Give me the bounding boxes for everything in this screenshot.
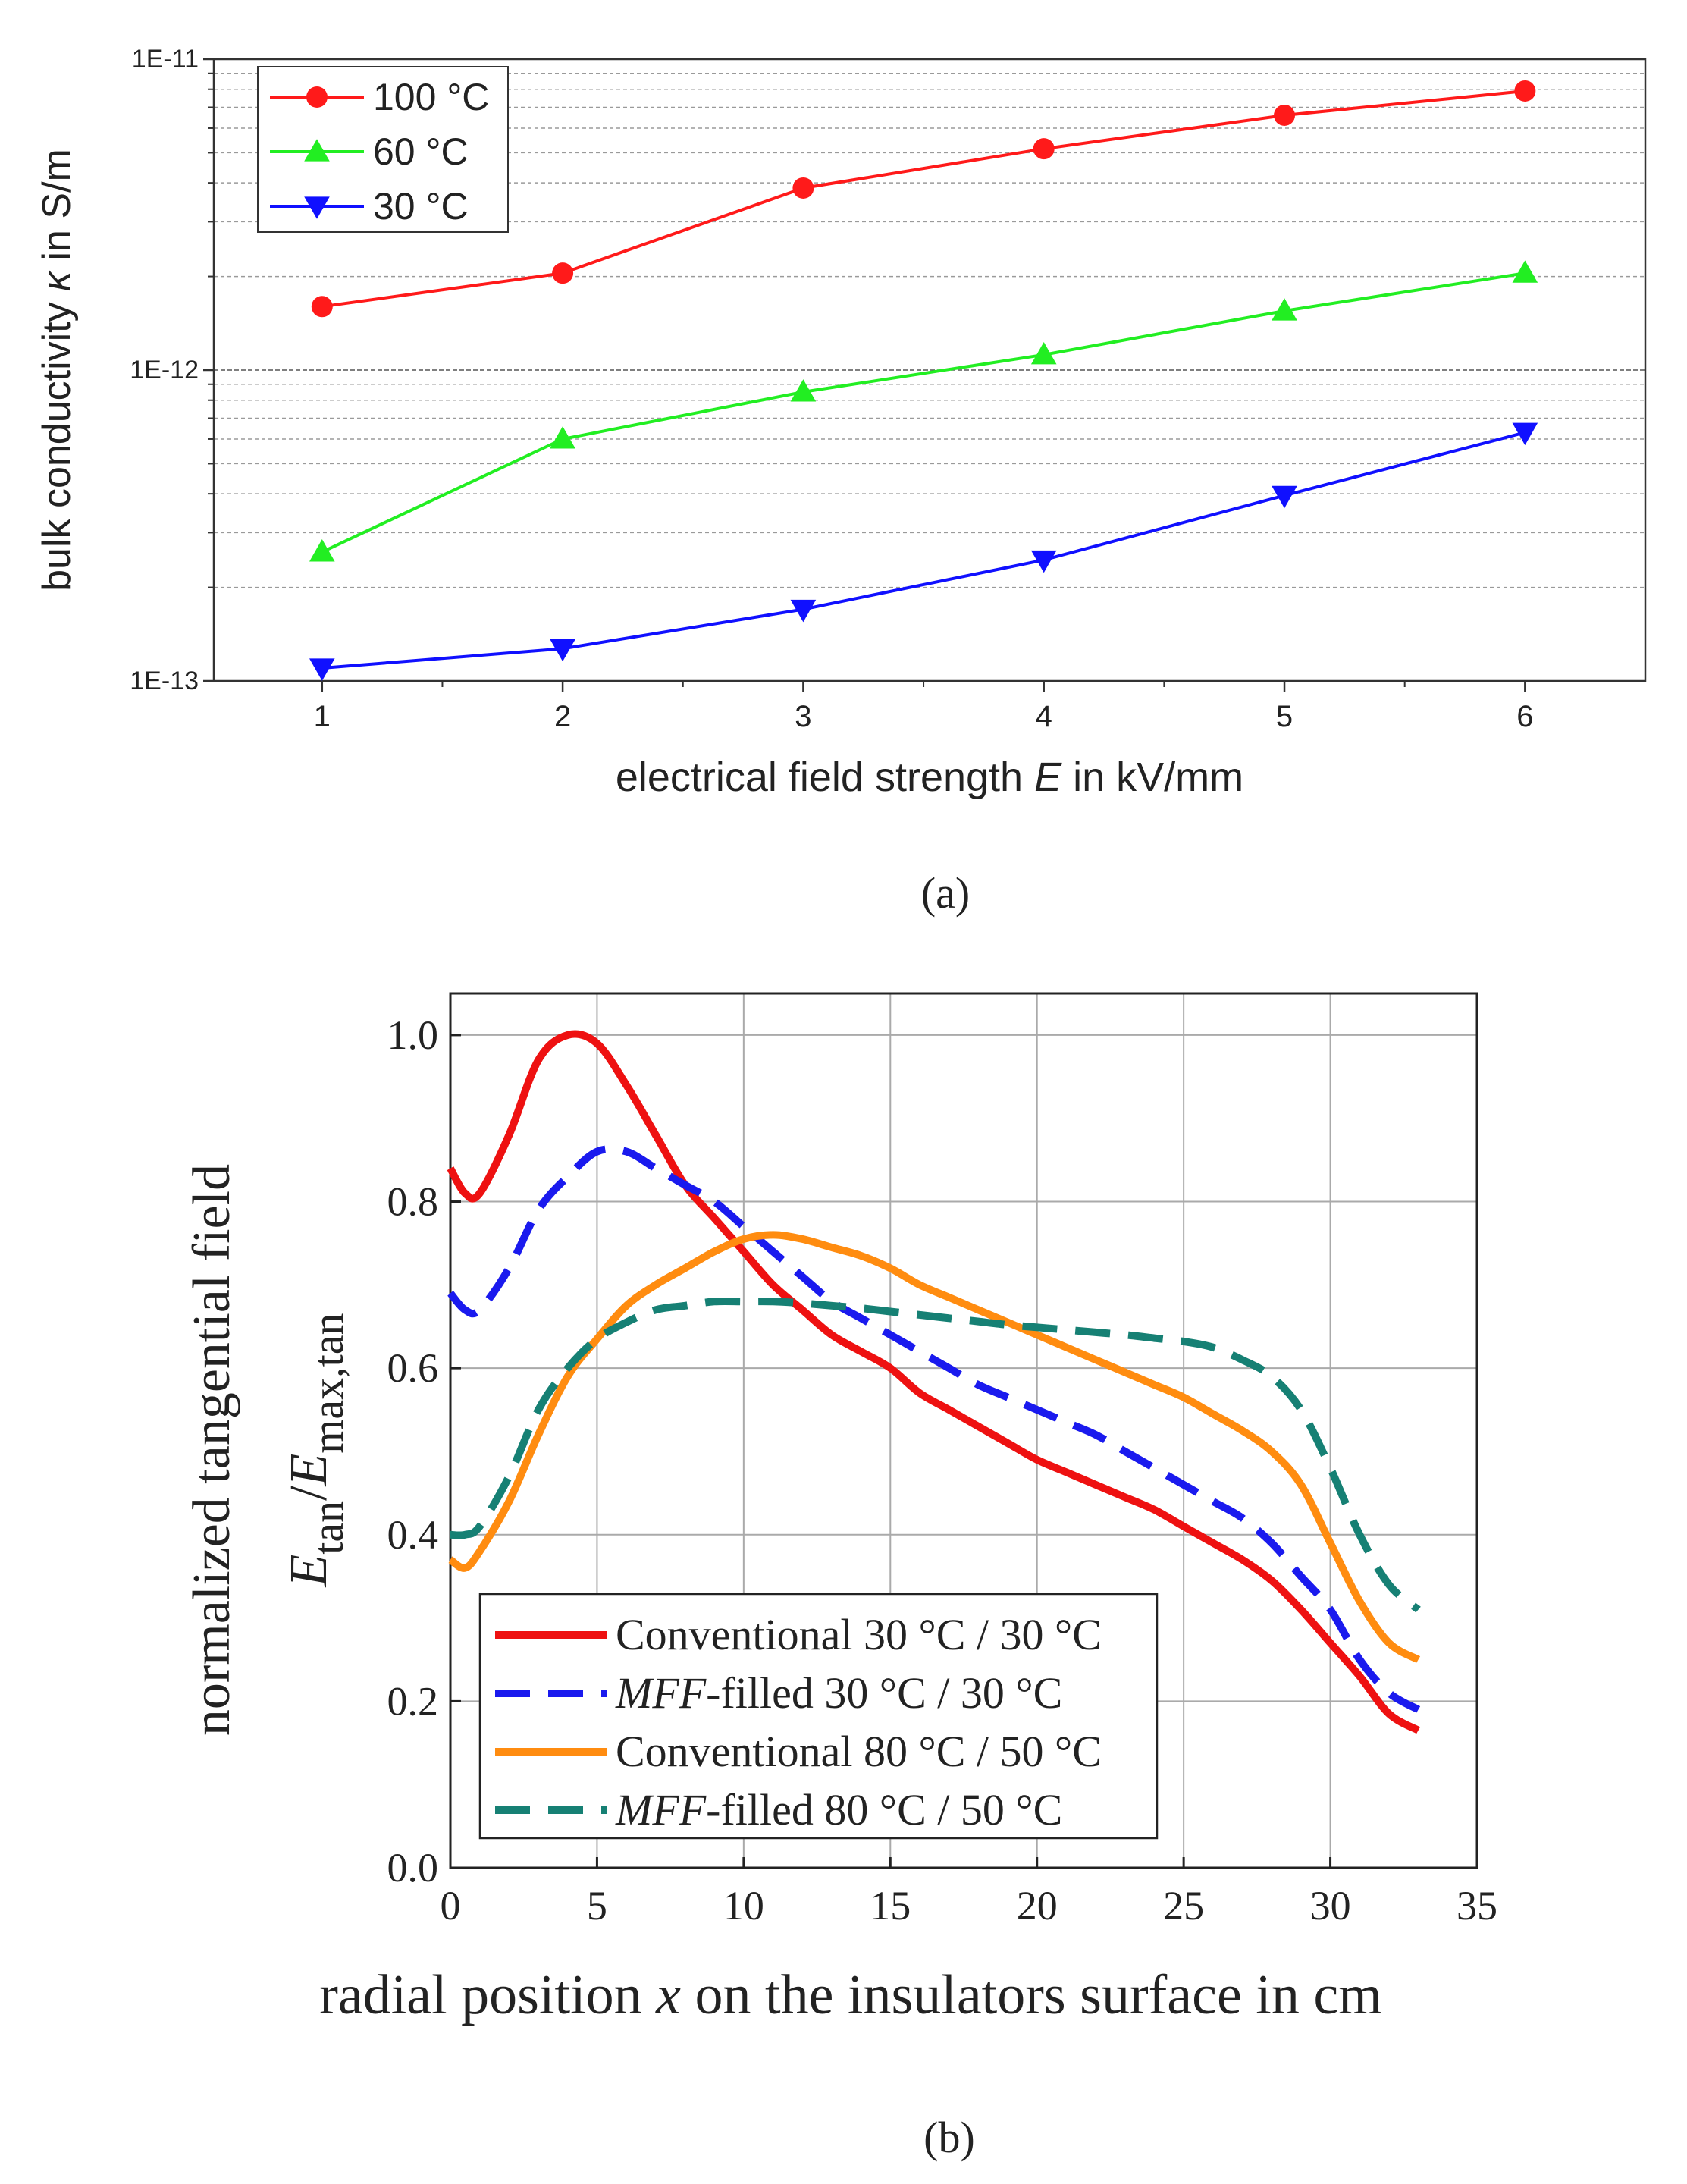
- y-tick-label: 1.0: [387, 1012, 439, 1058]
- y-tick-label: 0.6: [387, 1345, 439, 1391]
- x-tick-label: 2: [554, 700, 571, 733]
- legend-label-text: -filled 80 °C / 50 °C: [706, 1785, 1062, 1834]
- legend-marker: [306, 86, 328, 108]
- legend-label-italic: MFF: [615, 1785, 707, 1834]
- data-point: [1272, 298, 1297, 321]
- x-tick-label: 1: [314, 700, 331, 733]
- legend-label: Conventional 80 °C / 50 °C: [616, 1727, 1102, 1776]
- legend-label: 60 °C: [373, 130, 469, 173]
- series-a-2: [309, 422, 1538, 681]
- series-b-1: [447, 1145, 1421, 1713]
- y-tick-label: 1E-11: [132, 45, 199, 74]
- data-point: [1030, 550, 1057, 573]
- legend-marker: [304, 196, 330, 219]
- legend-label-text: Conventional 30 °C / 30 °C: [616, 1610, 1102, 1659]
- x-tick-label: 6: [1516, 700, 1533, 733]
- data-point: [309, 658, 335, 681]
- x-axis-label-unit: in kV/mm: [1061, 755, 1243, 800]
- y-tick-label: 0.2: [387, 1678, 439, 1724]
- data-point: [552, 262, 574, 284]
- data-point: [1512, 422, 1538, 446]
- y-axis-label-var: E: [280, 1555, 338, 1588]
- panel-label-b: (b): [923, 2113, 975, 2162]
- y-axis-label-var: E: [280, 1454, 338, 1487]
- series-line: [321, 431, 1526, 670]
- legend-label-text: Conventional 80 °C / 50 °C: [616, 1727, 1102, 1776]
- legend-marker: [304, 139, 330, 162]
- series-line: [321, 89, 1526, 309]
- x-axis-label: radial position x on the insulators surf…: [319, 1964, 1382, 2026]
- x-tick-label: 3: [795, 700, 811, 733]
- legend-label: 30 °C: [373, 185, 469, 228]
- legend-box: [257, 66, 509, 233]
- legend-label-text: -filled 30 °C / 30 °C: [706, 1668, 1062, 1718]
- y-tick-label: 0.4: [387, 1512, 439, 1558]
- series-line: [321, 271, 1526, 554]
- x-axis-label-text: radial position: [319, 1964, 656, 2026]
- series-a-1: [309, 260, 1538, 562]
- y-axis-label: bulk conductivity κ in S/m: [35, 149, 79, 592]
- panel-label-a: (a): [921, 868, 970, 918]
- x-axis-label-var: x: [655, 1964, 681, 2026]
- y-tick-label: 0.0: [387, 1845, 439, 1891]
- y-axis-label-unit: in S/m: [35, 149, 79, 271]
- y-axis-label-sub: max,tan: [303, 1313, 353, 1453]
- x-axis-label-unit: on the insulators surface in cm: [681, 1964, 1382, 2026]
- y-axis-label-line1: normalized tangential field: [183, 1164, 241, 1736]
- series-b-3: [450, 1297, 1421, 1613]
- data-point: [790, 599, 817, 623]
- legend-label: MFF-filled 80 °C / 50 °C: [615, 1785, 1062, 1834]
- x-axis-label-text: electrical field strength: [616, 755, 1034, 800]
- legend-label: 100 °C: [373, 76, 489, 118]
- y-tick-label: 1E-12: [130, 356, 199, 384]
- series-b-0: [447, 1030, 1421, 1734]
- data-point: [309, 539, 335, 562]
- legend-a: 100 °C 60 °C 30 °C: [257, 66, 509, 233]
- data-point: [1030, 342, 1057, 365]
- data-point: [1274, 104, 1296, 126]
- x-tick-label: 5: [1276, 700, 1293, 733]
- x-tick-label: 25: [1163, 1883, 1204, 1928]
- x-axis-label: electrical field strength E in kV/mm: [616, 755, 1243, 800]
- legend-label: MFF-filled 30 °C / 30 °C: [615, 1668, 1062, 1718]
- y-axis-label-text: bulk conductivity: [35, 291, 79, 592]
- x-tick-label: 4: [1036, 700, 1052, 733]
- y-axis-label-line2: Etan/Emax,tan: [280, 1313, 353, 1587]
- x-tick-label: 15: [870, 1883, 911, 1928]
- data-point: [311, 296, 333, 318]
- chart-b: 0 5 10 15 20 25 30 35 0.0 0.2 0.4 0.6 0.8 1.0 radial p…: [183, 992, 1497, 2026]
- series-a-0: [311, 80, 1536, 318]
- plot-frame-b: [449, 992, 1478, 1869]
- chart-a: 1E-13 1E-12 1E-11 1 2 3 4 5 6 electrical field st…: [35, 45, 1647, 800]
- legend-label: Conventional 30 °C / 30 °C: [616, 1610, 1102, 1659]
- data-point: [1033, 138, 1055, 160]
- data-point: [790, 379, 817, 402]
- data-point: [550, 639, 575, 662]
- data-point: [550, 426, 575, 449]
- x-tick-label: 10: [723, 1883, 764, 1928]
- data-point: [1514, 80, 1536, 102]
- y-tick-label: 1E-13: [130, 667, 199, 695]
- x-tick-label: 35: [1457, 1883, 1497, 1928]
- x-tick-label: 0: [441, 1883, 461, 1928]
- y-axis-label-slash: /: [280, 1486, 338, 1501]
- x-tick-label: 30: [1310, 1883, 1351, 1928]
- data-point: [1512, 260, 1538, 283]
- legend-label-italic: MFF: [615, 1668, 707, 1718]
- x-tick-label: 5: [587, 1883, 607, 1928]
- y-axis-label-sub: tan: [303, 1501, 353, 1555]
- x-tick-label: 20: [1017, 1883, 1058, 1928]
- data-point: [792, 177, 814, 199]
- x-axis-label-var: E: [1034, 755, 1062, 800]
- y-tick-label: 0.8: [387, 1179, 439, 1225]
- data-point: [1272, 485, 1297, 509]
- y-axis-label-var: κ: [35, 269, 79, 291]
